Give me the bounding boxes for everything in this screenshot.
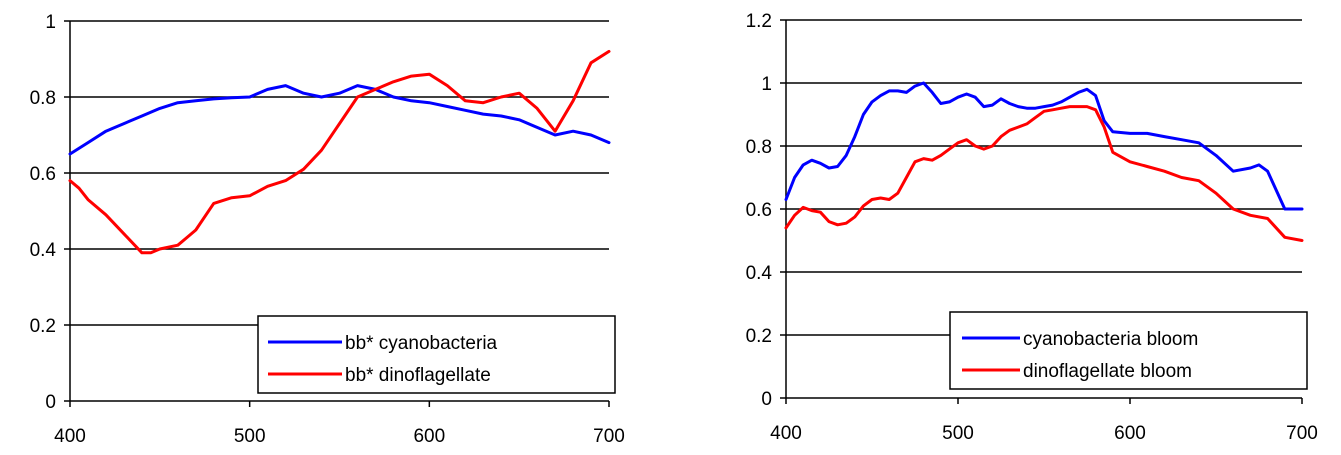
- x-tick-label: 600: [1114, 423, 1146, 444]
- y-tick-label: 0: [45, 392, 56, 413]
- series-line-2: [784, 105, 1304, 242]
- legend: cyanobacteria bloom dinoflagellate bloom: [949, 311, 1308, 390]
- y-tick-label: 0: [761, 389, 772, 410]
- y-tick-label: 0.2: [746, 326, 772, 347]
- series-line-2: [68, 49, 611, 255]
- x-tick-label: 700: [1286, 423, 1318, 444]
- legend-label: bb* cyanobacteria: [345, 333, 498, 354]
- legend: bb* cyanobacteria bb* dinoflagellate: [257, 315, 616, 394]
- x-tick-label: 400: [770, 423, 802, 444]
- y-tick-label: 0.6: [30, 164, 56, 185]
- y-tick-label: 0.8: [30, 88, 56, 109]
- series-line-1: [68, 84, 611, 156]
- y-tick-label: 1: [761, 74, 772, 95]
- x-tick-label: 600: [413, 426, 445, 447]
- legend-label: bb* dinoflagellate: [345, 365, 491, 386]
- chart-2: 0 0.2 0.4 0.6 0.8 1 1.2 400 500 600 700 cyanobacter…: [746, 11, 1318, 444]
- legend-label: dinoflagellate bloom: [1023, 361, 1192, 382]
- legend-label: cyanobacteria bloom: [1023, 329, 1198, 350]
- legend-box: [949, 311, 1308, 390]
- y-tick-label: 1.2: [746, 11, 772, 32]
- series-line-1: [784, 81, 1304, 211]
- y-tick-label: 0.4: [746, 263, 773, 284]
- x-tick-label: 700: [593, 426, 625, 447]
- y-tick-label: 1: [45, 12, 56, 33]
- y-tick-label: 0.4: [30, 240, 57, 261]
- y-tick-label: 0.2: [30, 316, 56, 337]
- x-tick-label: 500: [942, 423, 974, 444]
- y-tick-label: 0.6: [746, 200, 772, 221]
- x-tick-label: 400: [54, 426, 86, 447]
- chart-1: 0 0.2 0.4 0.6 0.8 1 400 500 600 700 bb* cyanobacte…: [30, 12, 625, 447]
- y-tick-label: 0.8: [746, 137, 772, 158]
- x-tick-label: 500: [234, 426, 266, 447]
- legend-box: [257, 315, 616, 394]
